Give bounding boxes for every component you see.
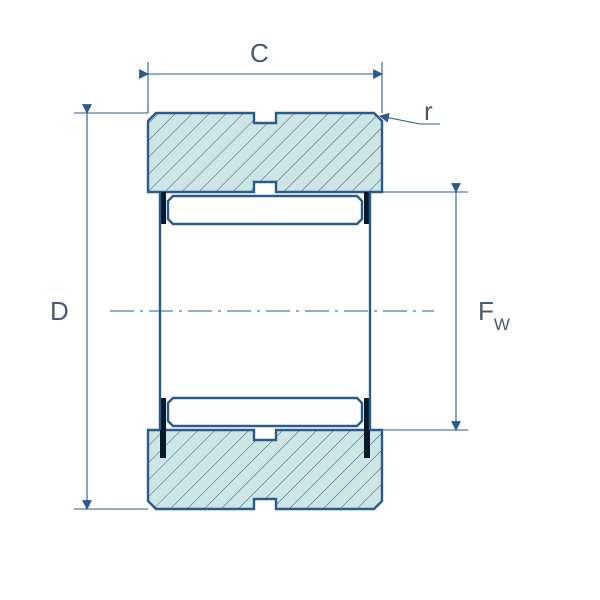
diagram-canvas: C D FW r [0,0,600,600]
dim-label-r: r [424,96,433,127]
dim-label-Fw-main: F [478,296,494,326]
dim-label-D: D [50,296,69,327]
dim-label-Fw-sub: W [494,315,510,334]
dim-label-C: C [250,38,269,69]
dim-label-Fw: FW [478,296,510,331]
diagram-svg [0,0,600,600]
